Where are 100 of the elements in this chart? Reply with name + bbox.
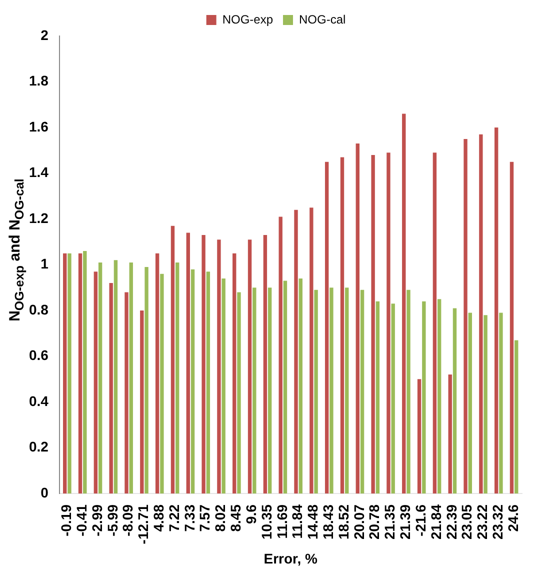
bar — [129, 262, 133, 494]
bar — [514, 340, 518, 494]
x-tick-label: -12.71 — [135, 504, 152, 544]
x-tick-label: 23.22 — [474, 504, 490, 540]
bar — [298, 278, 302, 494]
bar — [124, 292, 128, 494]
y-tick-label: 0.6 — [28, 347, 49, 364]
bar — [510, 162, 514, 494]
x-tick-label: 8.02 — [212, 504, 228, 532]
x-tick-label: 14.48 — [304, 504, 321, 540]
x-tick-label: 11.69 — [274, 504, 290, 539]
bar — [83, 251, 87, 494]
bar — [155, 253, 160, 494]
x-tick-label: 22.39 — [443, 504, 460, 540]
bar — [222, 278, 226, 494]
x-tick-label: -8.09 — [120, 504, 136, 536]
bar — [170, 226, 175, 494]
bar — [422, 301, 426, 494]
x-tick-label: 8.45 — [228, 504, 244, 532]
bar — [248, 240, 252, 494]
x-tick-label: 4.88 — [150, 504, 166, 532]
bar — [63, 253, 67, 494]
x-tick-label: 10.35 — [258, 504, 274, 540]
bar — [432, 152, 437, 494]
bar — [144, 267, 148, 494]
legend-label: NOG-cal — [299, 12, 346, 26]
bar — [479, 134, 483, 494]
y-tick-label: 0.8 — [28, 301, 49, 318]
bar — [324, 162, 329, 494]
bar — [391, 304, 395, 494]
bar — [417, 379, 422, 494]
y-tick-label: 1.2 — [28, 210, 49, 226]
x-tick-label: -5.99 — [104, 504, 120, 536]
y-tick-label: 1.8 — [28, 72, 49, 89]
x-tick-label: 21.84 — [428, 504, 444, 540]
bar — [263, 235, 268, 494]
x-tick-label: -21.6 — [412, 504, 428, 536]
bar — [278, 216, 282, 494]
bar — [402, 114, 406, 494]
x-tick-label: 7.22 — [166, 504, 182, 532]
bar — [464, 138, 468, 494]
x-tick-label: 7.33 — [181, 504, 198, 532]
y-tick-label: 1 — [40, 256, 49, 272]
bar — [160, 274, 164, 494]
bar — [98, 262, 102, 494]
x-tick-label: 20.78 — [366, 504, 382, 540]
bar — [371, 154, 375, 494]
bar — [202, 235, 206, 494]
x-tick-label: -0.41 — [73, 504, 90, 536]
bar — [206, 272, 210, 494]
bar — [406, 290, 410, 494]
x-tick-label: 18.52 — [335, 504, 352, 540]
bar — [114, 260, 118, 494]
bar — [314, 290, 318, 494]
bar — [499, 312, 503, 494]
x-tick-label: 11.84 — [289, 504, 306, 539]
bar — [468, 312, 472, 494]
bar — [140, 310, 144, 494]
bar — [376, 301, 380, 494]
bar — [78, 253, 82, 494]
bar — [345, 288, 349, 494]
x-tick-label: 24.6 — [504, 504, 521, 532]
x-tick-label: 23.32 — [490, 504, 506, 540]
bar — [283, 280, 288, 494]
bar — [452, 308, 457, 494]
y-tick-label: 1.4 — [28, 164, 49, 180]
bar — [340, 157, 344, 494]
bar — [190, 269, 195, 494]
bar — [268, 288, 272, 494]
x-tick-label: 21.39 — [397, 504, 414, 540]
y-tick-label: 0 — [40, 484, 49, 500]
bar — [237, 292, 241, 494]
y-tick-label: 1.6 — [28, 118, 49, 134]
x-tick-label: -2.99 — [88, 504, 105, 536]
bar — [68, 253, 72, 494]
bar — [330, 288, 334, 494]
x-tick-label: -0.19 — [58, 504, 74, 536]
y-tick-label: 2 — [40, 26, 49, 43]
y-tick-label: 0.2 — [28, 438, 49, 455]
x-tick-label: 18.43 — [320, 504, 336, 540]
x-tick-label: 20.07 — [350, 504, 367, 540]
x-tick-label: 9.6 — [242, 504, 259, 524]
bar — [217, 240, 221, 494]
legend-label: NOG-exp — [222, 12, 274, 26]
bar — [484, 315, 488, 494]
bar — [437, 299, 442, 494]
bar — [310, 208, 314, 494]
x-axis-title: Error, % — [264, 550, 318, 566]
bar — [252, 288, 256, 494]
x-tick-label: 21.35 — [382, 504, 398, 540]
bar — [232, 253, 236, 494]
bar — [448, 374, 452, 494]
bar — [494, 128, 498, 494]
y-tick-label: 0.4 — [28, 392, 49, 409]
bar — [94, 272, 98, 494]
bar — [294, 210, 298, 494]
bar — [109, 283, 113, 494]
bar — [356, 144, 360, 494]
bar — [176, 262, 180, 494]
bar — [386, 152, 390, 494]
